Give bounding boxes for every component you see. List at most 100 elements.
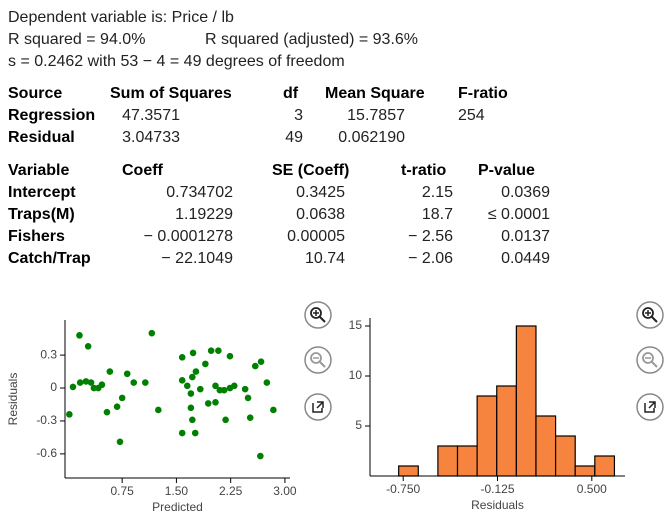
column-header: Coeff bbox=[122, 162, 164, 179]
bar bbox=[574, 465, 596, 477]
row-label: Residual bbox=[8, 129, 75, 146]
point bbox=[130, 379, 138, 386]
point bbox=[118, 394, 126, 402]
point bbox=[192, 368, 200, 375]
point bbox=[220, 386, 228, 394]
table-cell: 0.0137 bbox=[501, 228, 550, 245]
point bbox=[196, 385, 204, 393]
bar bbox=[456, 445, 478, 477]
zoom-out-button[interactable] bbox=[304, 346, 332, 374]
point bbox=[142, 379, 149, 386]
point bbox=[155, 406, 162, 414]
y-tick-label: 5 bbox=[355, 418, 362, 432]
x-axis-label: Residuals bbox=[471, 498, 524, 512]
popout-button[interactable] bbox=[304, 393, 332, 421]
bar bbox=[535, 415, 557, 477]
y-tick-label: 10 bbox=[349, 368, 363, 382]
y-tick-label: 0 bbox=[50, 380, 57, 394]
table-cell: 1.19229 bbox=[175, 206, 233, 223]
point bbox=[187, 390, 195, 397]
column-header: t-ratio bbox=[401, 162, 447, 179]
bar bbox=[594, 455, 616, 477]
column-header: Sum of Squares bbox=[110, 85, 232, 102]
row-label: Traps(M) bbox=[8, 206, 75, 223]
point bbox=[257, 452, 264, 460]
table-cell: 0.734702 bbox=[166, 184, 233, 201]
point bbox=[202, 360, 209, 368]
y-axis-label: Residuals bbox=[6, 373, 20, 426]
point bbox=[183, 382, 191, 390]
row-label: Catch/Trap bbox=[8, 250, 91, 267]
table-cell: 15.7857 bbox=[347, 107, 405, 124]
x-tick-label: -0.125 bbox=[480, 482, 514, 496]
point bbox=[270, 406, 277, 414]
point bbox=[84, 343, 92, 350]
x-tick-label: -0.750 bbox=[386, 482, 420, 496]
table-cell: 49 bbox=[285, 129, 303, 146]
point bbox=[263, 379, 271, 386]
column-header: P-value bbox=[478, 162, 535, 179]
point bbox=[66, 411, 73, 418]
point bbox=[103, 408, 111, 416]
point bbox=[148, 329, 156, 337]
bar bbox=[515, 325, 537, 477]
bar bbox=[398, 465, 419, 477]
bar bbox=[496, 385, 517, 477]
table-cell: − 2.56 bbox=[408, 228, 453, 245]
y-tick-label: 15 bbox=[349, 318, 363, 332]
point bbox=[82, 378, 90, 385]
r-squared-adjusted: R squared (adjusted) = 93.6% bbox=[205, 31, 418, 48]
point bbox=[189, 416, 196, 424]
x-tick-label: 0.75 bbox=[110, 484, 134, 498]
table-cell: 0.062190 bbox=[338, 129, 405, 146]
point bbox=[187, 404, 195, 412]
point bbox=[212, 398, 219, 406]
point bbox=[76, 379, 84, 386]
point bbox=[189, 373, 196, 381]
point bbox=[204, 400, 212, 407]
column-header: Mean Square bbox=[325, 85, 425, 102]
point bbox=[257, 358, 265, 365]
std-error: s = 0.2462 with 53 − 4 = 49 degrees of f… bbox=[8, 53, 345, 70]
r-squared: R squared = 94.0% bbox=[8, 31, 145, 48]
point bbox=[244, 394, 252, 402]
column-header: df bbox=[283, 85, 299, 102]
point bbox=[178, 429, 186, 437]
zoom-out-button[interactable] bbox=[636, 346, 664, 374]
row-label: Fishers bbox=[8, 228, 65, 245]
y-tick-label: 0.3 bbox=[40, 347, 57, 361]
point bbox=[106, 368, 114, 375]
column-header: SE (Coeff) bbox=[272, 162, 349, 179]
table-cell: 0.3425 bbox=[296, 184, 345, 201]
column-header: Source bbox=[8, 85, 62, 102]
x-tick-label: 2.25 bbox=[219, 484, 243, 498]
popout-button[interactable] bbox=[636, 393, 664, 421]
point bbox=[178, 354, 186, 361]
zoom-in-button[interactable] bbox=[304, 301, 332, 329]
point bbox=[251, 362, 259, 370]
bar bbox=[554, 435, 576, 477]
y-tick-label: -0.6 bbox=[36, 446, 57, 460]
table-cell: 254 bbox=[458, 107, 485, 124]
row-label: Intercept bbox=[8, 184, 76, 201]
column-header: F-ratio bbox=[458, 85, 508, 102]
point bbox=[222, 416, 229, 424]
x-tick-label: 0.500 bbox=[577, 482, 607, 496]
point bbox=[230, 382, 238, 390]
bar bbox=[476, 395, 498, 477]
point bbox=[69, 383, 77, 391]
table-cell: 3 bbox=[294, 107, 303, 124]
row-label: Regression bbox=[8, 107, 95, 124]
zoom-in-button[interactable] bbox=[636, 301, 664, 329]
point bbox=[178, 377, 186, 384]
table-cell: 0.0369 bbox=[501, 184, 550, 201]
x-tick-label: 3.00 bbox=[273, 484, 297, 498]
table-cell: 0.0449 bbox=[501, 250, 550, 267]
dependent-variable: Dependent variable is: Price / lb bbox=[8, 9, 234, 26]
point bbox=[241, 385, 249, 393]
table-cell: 18.7 bbox=[422, 206, 453, 223]
column-header: Variable bbox=[8, 162, 69, 179]
point bbox=[116, 438, 124, 446]
point bbox=[207, 347, 215, 355]
